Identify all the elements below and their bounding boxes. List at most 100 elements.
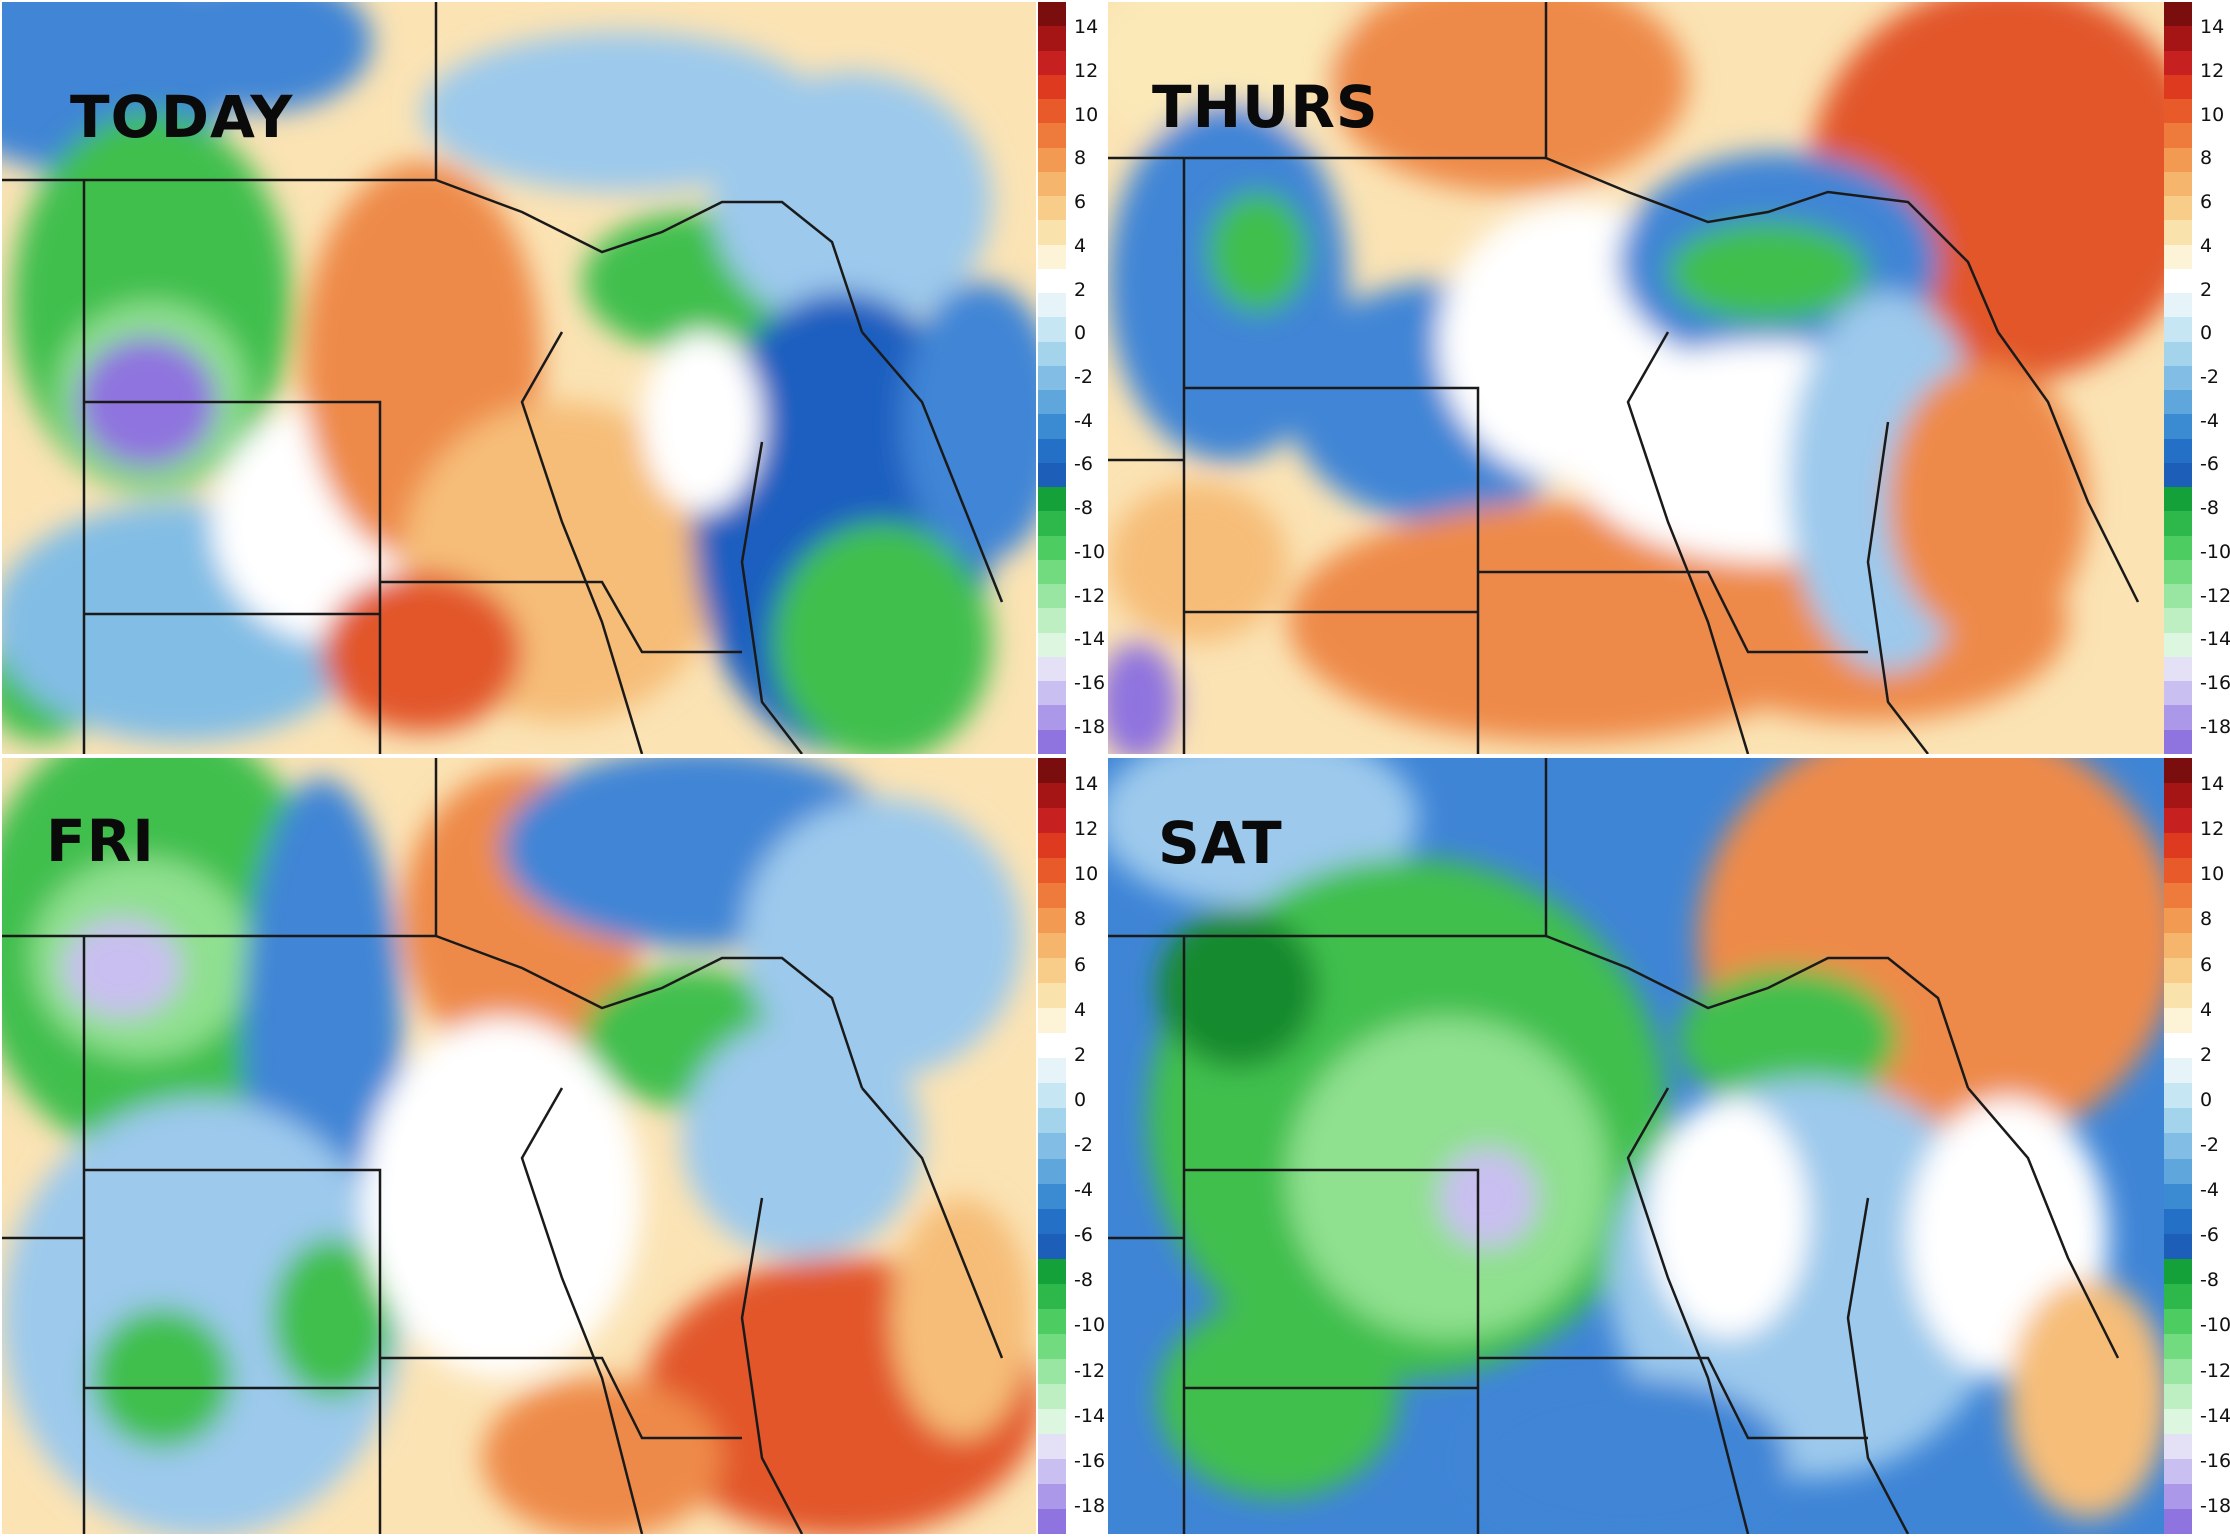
colorbar-tick-label: -12 [1074, 1359, 1106, 1382]
colorbar-tick-label: 12 [1074, 818, 1099, 841]
colorbar-sat: 14 12 10 8 6 4 2 0 -2 -4 -6 -8 -10 -12 -14 -16 -18 [2164, 758, 2230, 1534]
colorbar-swatch [1038, 1083, 1066, 1109]
colorbar-tick-label: -10 [1074, 540, 1106, 563]
colorbar-tick-label: -16 [2200, 671, 2230, 694]
colorbar-swatch [2164, 171, 2192, 196]
colorbar-swatch [1038, 1433, 1066, 1459]
colorbar-swatches [1038, 2, 1066, 754]
colorbar-swatch [2164, 196, 2192, 221]
colorbar-swatch [1038, 147, 1066, 172]
colorbar-swatch [1038, 883, 1066, 909]
colorbar-tick-label: 6 [1074, 953, 1087, 976]
panel-sat-map: SAT [1108, 758, 2164, 1534]
colorbar-tick-label: -8 [2200, 1269, 2219, 1292]
colorbar-tick-label: 4 [1074, 998, 1087, 1021]
colorbar-tick-label: 14 [1074, 773, 1099, 796]
colorbar-tick-label: 4 [1074, 234, 1087, 257]
colorbar-tick-label: 10 [2200, 103, 2225, 126]
colorbar-swatch [2164, 220, 2192, 245]
colorbar-swatch [2164, 729, 2192, 754]
colorbar-swatch [1038, 758, 1066, 784]
colorbar-swatch [2164, 99, 2192, 124]
colorbar-tick-label: 6 [1074, 191, 1087, 214]
colorbar-tick-label: -8 [1074, 1269, 1093, 1292]
colorbar-swatch [2164, 958, 2192, 984]
colorbar-swatch [1038, 1358, 1066, 1384]
colorbar-swatch [1038, 1233, 1066, 1259]
colorbar-swatch [1038, 1133, 1066, 1159]
colorbar-tick-label: 6 [2200, 191, 2213, 214]
colorbar-swatch [2164, 758, 2192, 784]
colorbar-swatch [2164, 462, 2192, 487]
colorbar-swatch [2164, 1283, 2192, 1309]
colorbar-swatch [2164, 535, 2192, 560]
colorbar-swatch [2164, 559, 2192, 584]
colorbar-swatch [2164, 1458, 2192, 1484]
colorbar-tick-label: -6 [2200, 1224, 2219, 1247]
colorbar-swatch [2164, 1258, 2192, 1284]
colorbar-swatch [1038, 50, 1066, 75]
colorbar-tick-label: -2 [1074, 1134, 1093, 1156]
colorbar-swatch [1038, 220, 1066, 245]
colorbar-swatch [1038, 171, 1066, 196]
colorbar-swatch [2164, 317, 2192, 342]
colorbar-swatch [1038, 908, 1066, 934]
colorbar-swatch [2164, 705, 2192, 730]
colorbar-tick-label: -16 [2200, 1449, 2230, 1472]
colorbar-swatch [1038, 1183, 1066, 1209]
colorbar-swatch [1038, 933, 1066, 959]
colorbar-swatch [2164, 1008, 2192, 1034]
colorbar-tick-label: 4 [2200, 234, 2213, 257]
colorbar-swatch [2164, 1058, 2192, 1084]
colorbar-swatch [1038, 487, 1066, 512]
panel-title-sat: SAT [1158, 809, 1283, 877]
colorbar-tick-label: -18 [1074, 715, 1106, 738]
colorbar-swatch [1038, 2, 1066, 27]
colorbar-swatch [1038, 1308, 1066, 1334]
colorbar-swatch [2164, 933, 2192, 959]
colorbar-swatch [2164, 1308, 2192, 1334]
fri-anomaly-field [2, 758, 1036, 1534]
colorbar-swatch [2164, 584, 2192, 609]
colorbar-thurs: 14 12 10 8 6 4 2 0 -2 -4 -6 -8 -10 -12 -14 -16 -18 [2164, 2, 2230, 754]
colorbar-swatch [1038, 365, 1066, 390]
colorbar-swatch [2164, 414, 2192, 439]
colorbar-swatch [2164, 1183, 2192, 1209]
colorbar-tick-label: 12 [1074, 60, 1099, 83]
colorbar-swatch [2164, 783, 2192, 809]
colorbar-swatch [1038, 783, 1066, 809]
colorbar-swatch [1038, 584, 1066, 609]
colorbar-swatch [2164, 608, 2192, 633]
colorbar-swatch [1038, 1333, 1066, 1359]
colorbar-tick-label: 8 [1074, 147, 1087, 170]
colorbar-swatch [1038, 983, 1066, 1009]
colorbar-swatch [2164, 1233, 2192, 1259]
colorbar-tick-label: -14 [1074, 1404, 1106, 1427]
colorbar-swatch [2164, 487, 2192, 512]
colorbar-tick-label: 12 [2200, 818, 2225, 841]
colorbar-tick-label: -10 [2200, 1314, 2230, 1337]
colorbar-tick-label: -14 [2200, 628, 2230, 651]
colorbar-tick-label: 4 [2200, 998, 2213, 1021]
colorbar-swatch [2164, 858, 2192, 884]
colorbar-tick-label: -14 [1074, 628, 1106, 651]
colorbar-swatch [2164, 293, 2192, 318]
colorbar-swatch [1038, 123, 1066, 148]
colorbar-swatch [1038, 1483, 1066, 1509]
colorbar-swatch [1038, 632, 1066, 657]
colorbar-tick-label: 10 [1074, 103, 1099, 126]
colorbar-swatch [2164, 438, 2192, 463]
sat-anomaly-field [1108, 758, 2164, 1534]
colorbar-swatch [2164, 1158, 2192, 1184]
colorbar-swatch [1038, 99, 1066, 124]
colorbar-tick-label: 10 [1074, 863, 1099, 886]
colorbar-tick-label: 8 [1074, 908, 1087, 931]
colorbar-swatch [2164, 1208, 2192, 1234]
colorbar-swatch [1038, 74, 1066, 99]
colorbar-tick-label: -4 [1074, 1179, 1093, 1202]
colorbar-swatch [2164, 1108, 2192, 1134]
colorbar-swatch [2164, 808, 2192, 834]
colorbar-swatch [2164, 268, 2192, 293]
colorbar-tick-label: 2 [2200, 278, 2213, 301]
colorbar-tick-label: -16 [1074, 671, 1106, 694]
